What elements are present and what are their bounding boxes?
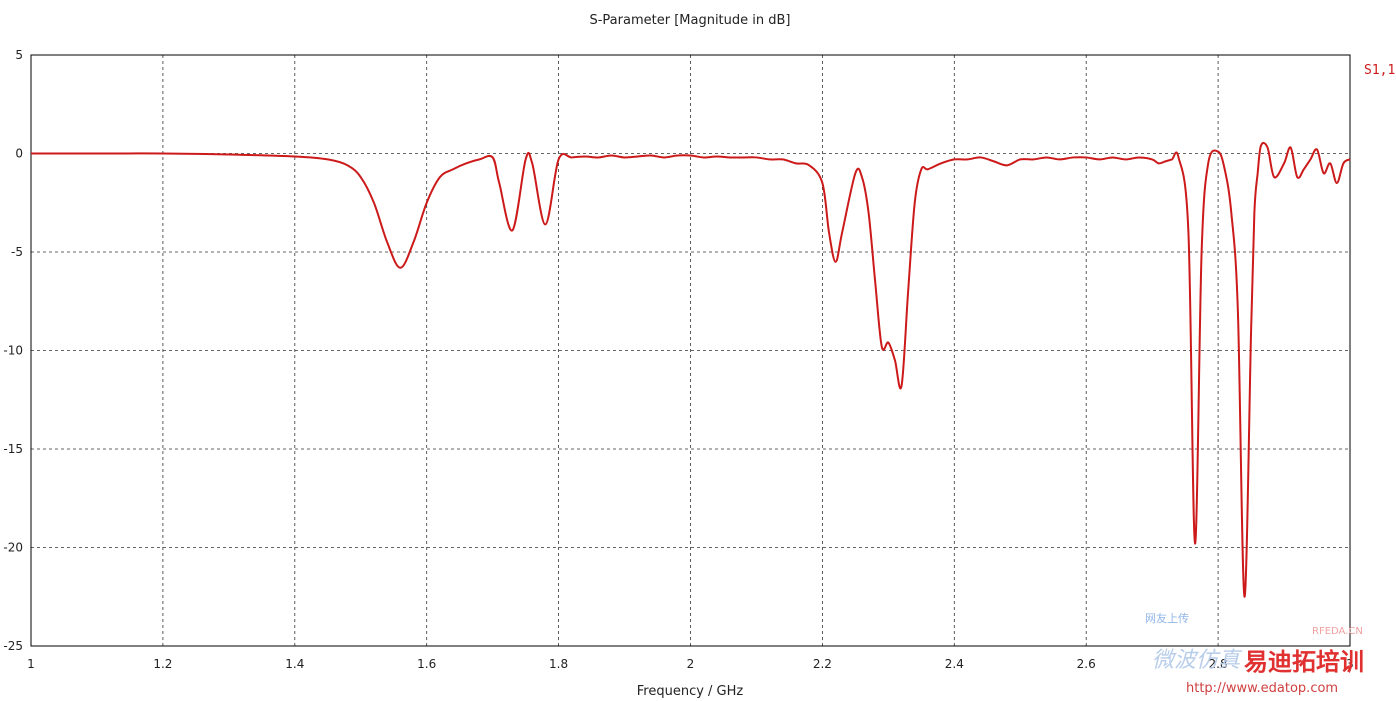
x-tick-label: 1.6 xyxy=(417,657,436,671)
y-tick-label: 0 xyxy=(15,147,23,161)
watermark-line3: 微波仿真 xyxy=(1152,648,1243,673)
x-tick-label: 2.8 xyxy=(1209,657,1228,671)
x-tick-label: 3 xyxy=(1346,657,1354,671)
x-tick-label: 1.2 xyxy=(153,657,172,671)
tick-labels: 1 1.2 1.4 1.6 1.8 2 2.2 2.4 2.6 2.8 3 5 0 -5 -10 -15 -20… xyxy=(3,48,1353,671)
x-tick-label: 1 xyxy=(27,657,35,671)
y-tick-label: -25 xyxy=(3,639,23,653)
x-tick-label: 2 xyxy=(687,657,695,671)
legend-entry-s11: S1,1 xyxy=(1364,63,1395,78)
y-tick-label: -20 xyxy=(3,541,23,555)
watermark-line5: http://www.edatop.com xyxy=(1186,681,1338,696)
series-group xyxy=(30,141,1351,598)
watermark-line1: 网友上传 xyxy=(1145,611,1189,625)
x-tick-label: 1.4 xyxy=(285,657,304,671)
plot-frame xyxy=(30,54,1351,647)
x-tick-label: 1.8 xyxy=(549,657,568,671)
watermark: 网友上传 RFEDA.CN 微波仿真 易迪拓培训 http://www.edat… xyxy=(1145,611,1364,696)
series-line-s11 xyxy=(30,141,1351,598)
y-tick-label: -5 xyxy=(11,245,23,259)
y-tick-label: -15 xyxy=(3,442,23,456)
watermark-line4: 易迪拓培训 xyxy=(1244,648,1364,676)
x-tick-label: 2.6 xyxy=(1077,657,1096,671)
grid xyxy=(31,55,1350,646)
x-axis-label: Frequency / GHz xyxy=(637,684,744,699)
y-tick-label: 5 xyxy=(15,48,23,62)
y-tick-label: -10 xyxy=(3,344,23,358)
watermark-line2: RFEDA.CN xyxy=(1312,626,1363,637)
x-tick-label: 2.4 xyxy=(945,657,964,671)
chart-title: S-Parameter [Magnitude in dB] xyxy=(589,13,790,28)
x-tick-label: 2.2 xyxy=(813,657,832,671)
